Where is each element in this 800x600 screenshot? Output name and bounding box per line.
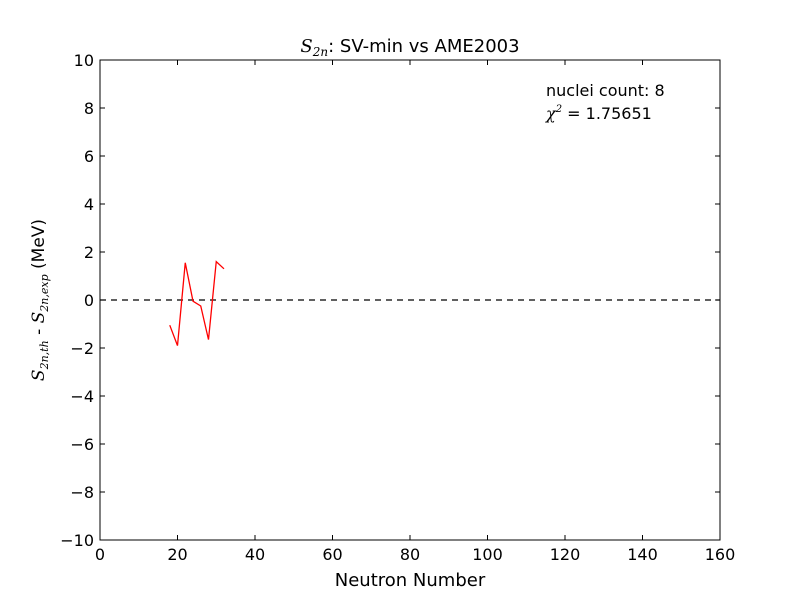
chi-superscript: 2 <box>555 104 562 115</box>
y-tick-label: 10 <box>74 51 94 70</box>
chart-title: S2n: SV-min vs AME2003 <box>300 36 519 59</box>
series-line <box>169 260 225 346</box>
y-tick-label: 4 <box>84 195 94 214</box>
x-tick-label: 20 <box>167 545 187 564</box>
x-axis-label: Neutron Number <box>335 570 486 591</box>
title-text: : SV-min vs AME2003 <box>328 36 519 57</box>
ylabel-subscript-1: 2n,th <box>38 340 51 370</box>
ylabel-unit: (MeV) <box>29 219 49 274</box>
ylabel-symbol-1: S <box>29 369 49 381</box>
y-axis-label: S2n,th - S2n,exp (MeV) <box>29 219 51 381</box>
x-tick-label: 140 <box>627 545 658 564</box>
chi-value: = 1.75651 <box>562 104 652 123</box>
y-tick-label: 6 <box>84 147 94 166</box>
axis-ticks <box>99 59 721 541</box>
x-tick-label: 60 <box>322 545 342 564</box>
y-tick-label: −10 <box>60 531 94 550</box>
x-tick-label: 0 <box>95 545 105 564</box>
chi-symbol: χ <box>545 104 557 123</box>
y-tick-label: 0 <box>84 291 94 310</box>
y-tick-label: −8 <box>70 483 94 502</box>
y-tick-label: −2 <box>70 339 94 358</box>
x-tick-label: 160 <box>705 545 736 564</box>
ylabel-symbol-2: S <box>29 312 49 324</box>
ylabel-subscript-2: 2n,exp <box>38 274 51 312</box>
series-group <box>169 260 225 346</box>
y-tick-label: 2 <box>84 243 94 262</box>
y-tick-label: 8 <box>84 99 94 118</box>
x-tick-label: 80 <box>400 545 420 564</box>
y-tick-labels: −10 −8 −6 −4 −2 0 2 4 6 8 10 <box>60 51 94 550</box>
x-tick-label: 120 <box>550 545 581 564</box>
x-tick-label: 100 <box>472 545 503 564</box>
y-tick-label: −4 <box>70 387 94 406</box>
title-symbol: S <box>300 36 312 57</box>
title-symbol-subscript: 2n <box>312 45 328 59</box>
chi-squared-annotation: χ2 = 1.75651 <box>545 104 652 123</box>
ylabel-separator: - <box>29 323 49 340</box>
y-tick-label: −6 <box>70 435 94 454</box>
x-tick-label: 40 <box>245 545 265 564</box>
x-tick-labels: 0 20 40 60 80 100 120 140 160 <box>95 545 735 564</box>
nuclei-count-annotation: nuclei count: 8 <box>546 81 665 100</box>
